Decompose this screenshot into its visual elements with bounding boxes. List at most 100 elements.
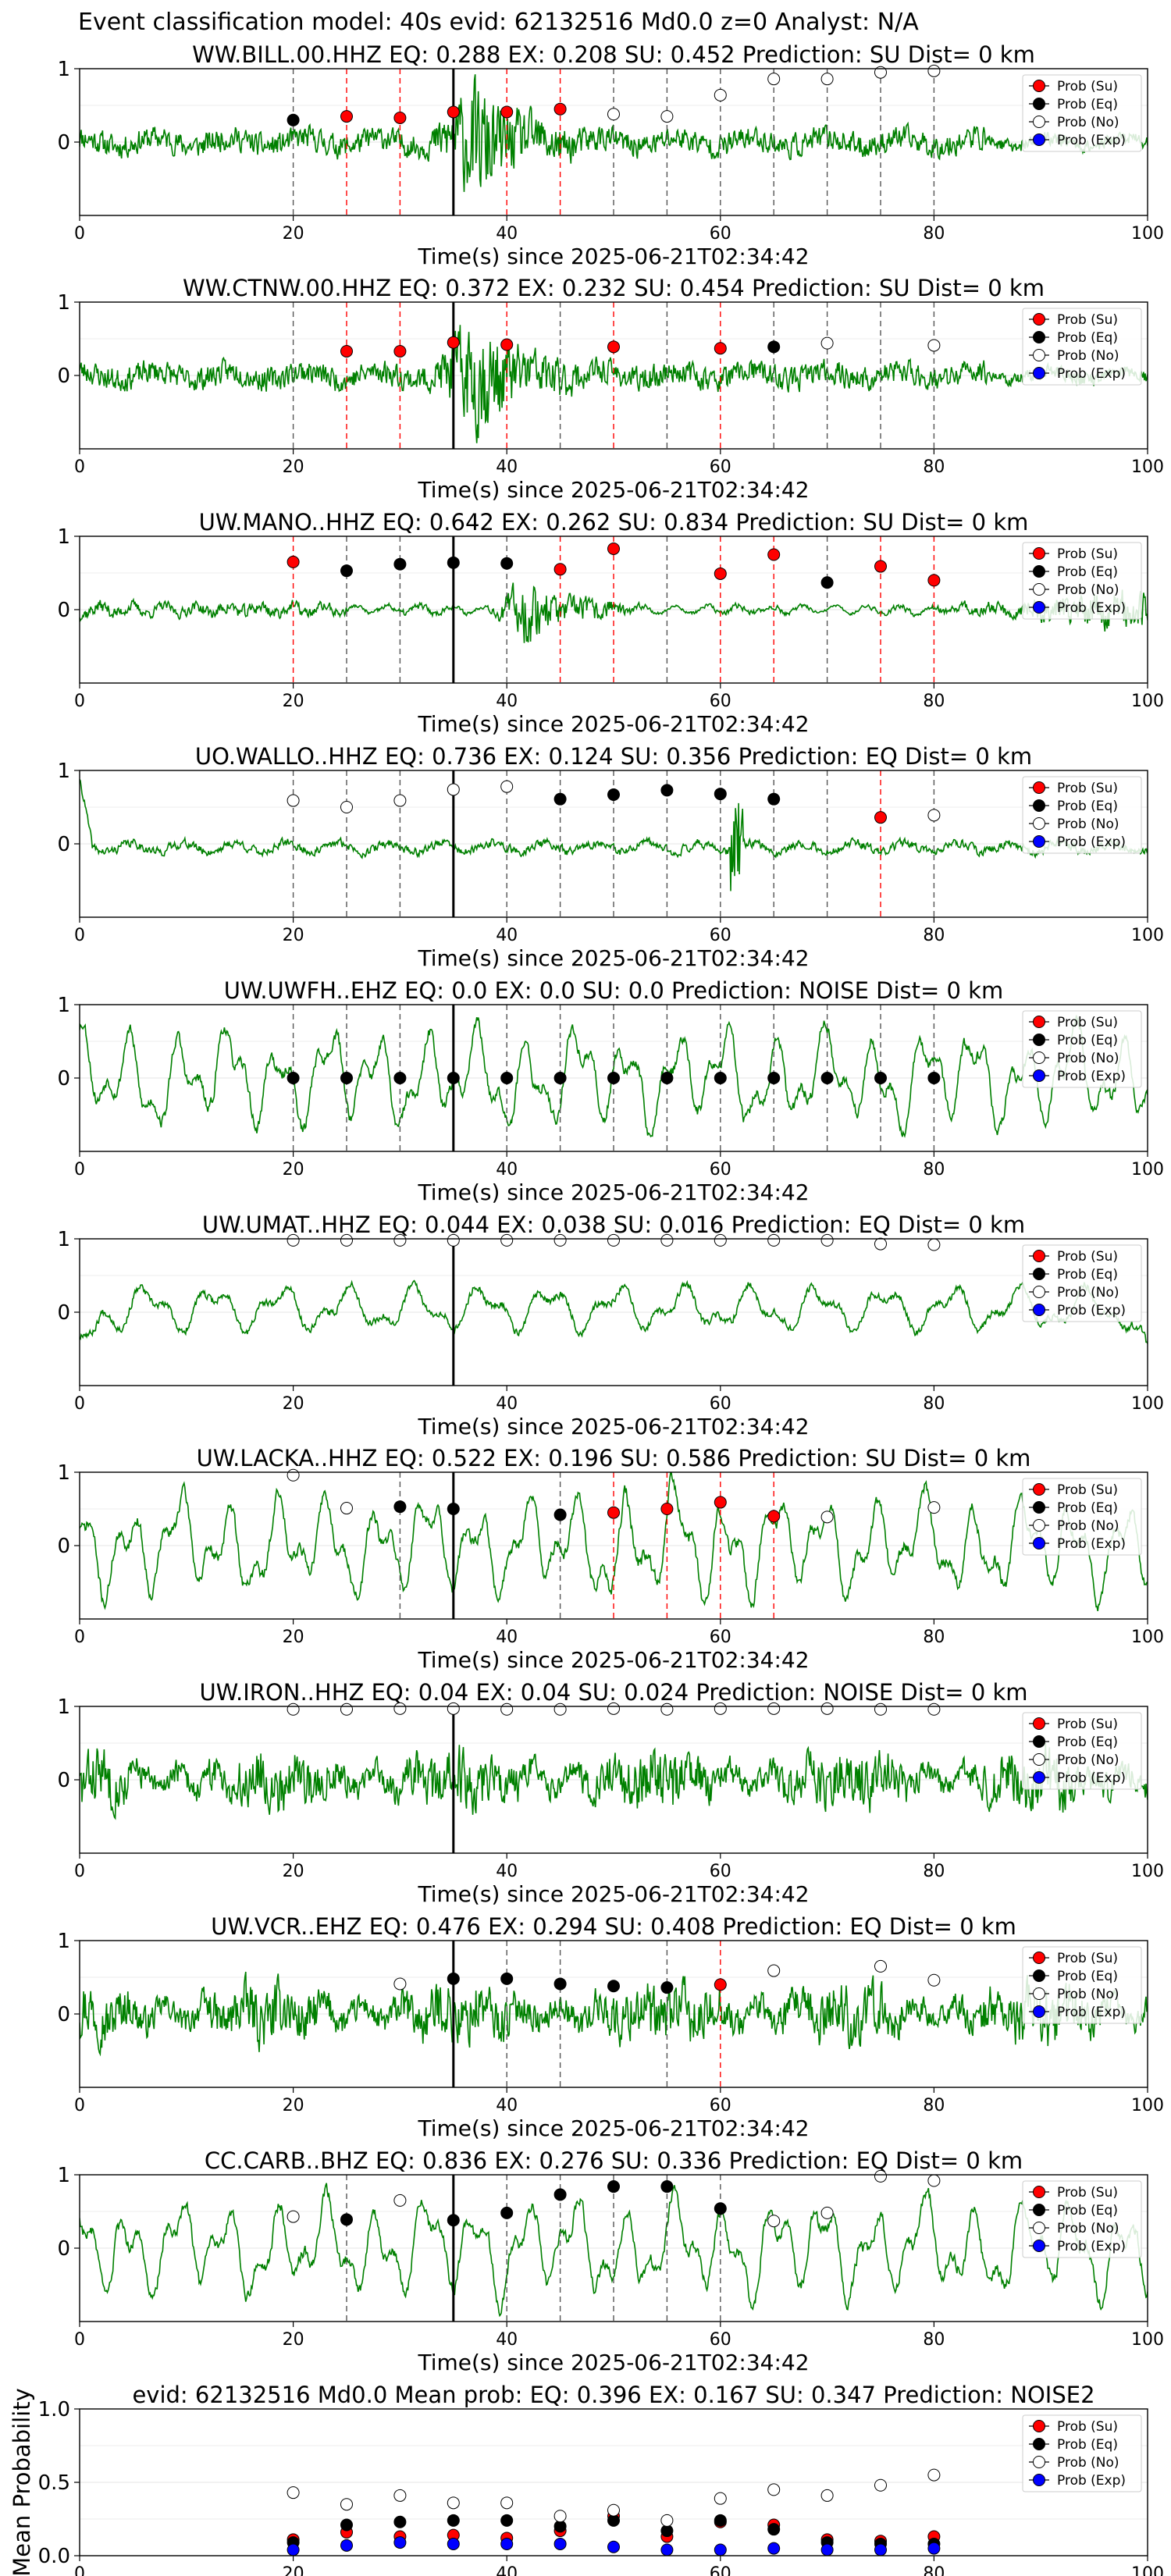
prob-point-no — [500, 1703, 514, 1716]
prob-point-no — [874, 1237, 887, 1251]
legend-marker — [1033, 1250, 1045, 1262]
waveform-trace — [80, 1015, 1148, 1138]
legend-label: Prob (Su) — [1057, 1951, 1118, 1966]
y-axis-label: Mean Probability — [9, 2388, 35, 2576]
x-tick-label: 60 — [710, 1394, 731, 1414]
waveform-trace — [80, 1971, 1148, 2057]
legend-label: Prob (Eq) — [1057, 1969, 1118, 1984]
legend-marker — [1033, 349, 1045, 361]
mean-prob-point-no — [553, 2510, 567, 2523]
prob-point-no — [447, 1702, 460, 1715]
x-tick-label: 80 — [923, 2096, 945, 2115]
legend-label: Prob (Exp) — [1057, 1303, 1126, 1318]
y-tick-label: 0 — [57, 1301, 70, 1325]
legend-box — [1022, 74, 1142, 152]
legend-marker — [1033, 1304, 1045, 1316]
x-tick-label: 0 — [74, 2330, 85, 2350]
prob-point-no — [500, 1233, 514, 1247]
x-tick-label: 0 — [74, 2564, 85, 2576]
legend-label: Prob (Eq) — [1057, 564, 1118, 580]
prob-point-eq — [874, 1072, 887, 1084]
prob-point-eq — [553, 2188, 567, 2201]
prob-point-no — [447, 783, 460, 796]
legend-label: Prob (No) — [1057, 1285, 1119, 1300]
waveform-trace — [80, 1279, 1148, 1344]
prob-point-su — [553, 563, 567, 576]
legend-label: Prob (Su) — [1057, 79, 1118, 94]
x-tick-label: 40 — [496, 224, 518, 244]
prob-point-su — [767, 548, 781, 561]
panel-3: UW.MANO..HHZ EQ: 0.642 EX: 0.262 SU: 0.8… — [57, 509, 1164, 737]
mean-prob-point-no — [660, 2514, 674, 2527]
prob-point-no — [393, 2194, 407, 2207]
legend-marker — [1033, 1987, 1045, 2000]
x-tick-label: 20 — [283, 2096, 304, 2115]
x-tick-label: 0 — [74, 1160, 85, 1179]
prob-point-su — [393, 111, 407, 124]
prob-point-no — [607, 1702, 620, 1715]
mean-prob-point-exp — [340, 2539, 353, 2552]
legend-label: Prob (Exp) — [1057, 1536, 1126, 1552]
prob-point-su — [287, 555, 300, 568]
legend-label: Prob (Exp) — [1057, 834, 1126, 850]
legend-marker — [1033, 565, 1045, 578]
prob-point-no — [553, 1703, 567, 1716]
prob-point-no — [500, 780, 514, 793]
prob-point-eq — [607, 1072, 620, 1084]
plot-frame — [79, 770, 1148, 918]
prob-point-su — [607, 340, 620, 354]
legend-marker — [1033, 1268, 1045, 1280]
y-tick-label: 1 — [57, 58, 70, 81]
prob-point-su — [767, 1510, 781, 1523]
prob-point-no — [820, 73, 834, 86]
mean-prob-point-eq — [340, 2518, 353, 2532]
prob-point-eq — [447, 1503, 460, 1515]
panel-title: WW.CTNW.00.HHZ EQ: 0.372 EX: 0.232 SU: 0… — [183, 275, 1045, 301]
legend-marker — [1033, 1069, 1045, 1082]
legend-label: Prob (No) — [1057, 2221, 1119, 2236]
legend-label: Prob (Eq) — [1057, 330, 1118, 346]
y-tick-label: 0 — [57, 1535, 70, 1558]
y-tick-label: 0.0 — [38, 2545, 70, 2568]
prob-point-no — [287, 794, 300, 807]
x-tick-label: 20 — [283, 692, 304, 711]
legend-label: Prob (No) — [1057, 1051, 1119, 1066]
panel-title: UW.UWFH..EHZ EQ: 0.0 EX: 0.0 SU: 0.0 Pre… — [224, 977, 1003, 1004]
prob-point-no — [927, 1703, 941, 1716]
x-tick-label: 40 — [496, 692, 518, 711]
x-tick-label: 100 — [1131, 1628, 1164, 1647]
legend-label: Prob (Eq) — [1057, 799, 1118, 814]
prob-point-eq — [660, 784, 674, 797]
prob-point-no — [820, 1702, 834, 1715]
mean-prob-point-no — [714, 2492, 727, 2505]
prob-point-no — [287, 2210, 300, 2223]
y-tick-label: 1 — [57, 1461, 70, 1485]
panel-title: UW.IRON..HHZ EQ: 0.04 EX: 0.04 SU: 0.024… — [199, 1679, 1027, 1706]
prob-point-su — [660, 1503, 674, 1515]
prob-point-no — [927, 1973, 941, 1987]
panel-8: UW.IRON..HHZ EQ: 0.04 EX: 0.04 SU: 0.024… — [57, 1679, 1164, 1907]
panel-10: CC.CARB..BHZ EQ: 0.836 EX: 0.276 SU: 0.3… — [57, 2147, 1164, 2375]
x-tick-label: 60 — [710, 224, 731, 244]
prob-point-no — [393, 794, 407, 807]
plot-frame — [79, 1471, 1148, 1620]
prob-point-eq — [820, 1072, 834, 1084]
legend-marker — [1033, 331, 1045, 343]
prob-point-no — [660, 1233, 674, 1247]
x-tick-label: 100 — [1131, 1862, 1164, 1881]
prob-point-no — [340, 801, 353, 813]
prob-point-su — [714, 1978, 727, 1991]
x-tick-label: 100 — [1131, 224, 1164, 244]
prob-point-no — [874, 66, 887, 79]
legend-label: Prob (Exp) — [1057, 1069, 1126, 1084]
prob-point-no — [447, 1233, 460, 1247]
x-tick-label: 100 — [1131, 2096, 1164, 2115]
prob-point-eq — [553, 1977, 567, 1991]
prob-point-no — [714, 88, 727, 101]
x-tick-label: 20 — [283, 1862, 304, 1881]
legend-box — [1022, 1010, 1142, 1088]
x-tick-label: 60 — [710, 926, 731, 945]
waveform-trace — [80, 2183, 1148, 2318]
prob-point-eq — [553, 1072, 567, 1084]
plot-frame — [79, 1706, 1148, 1854]
